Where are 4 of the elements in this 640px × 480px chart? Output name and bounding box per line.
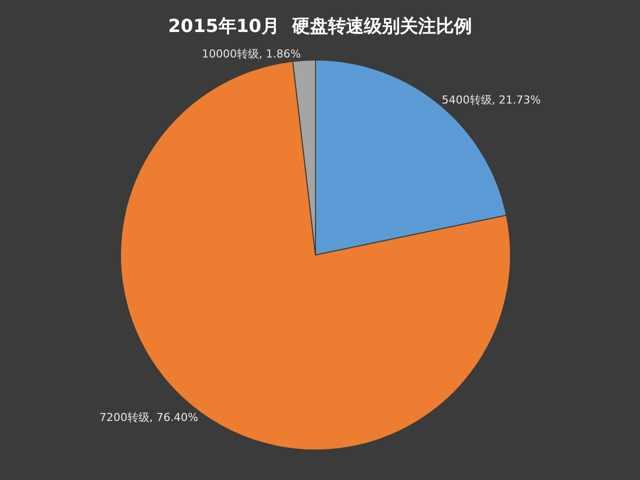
- slice-label: 7200转级, 76.40%: [99, 410, 198, 424]
- slice-label: 10000转级, 1.86%: [202, 47, 301, 60]
- slice-label: 5400转级, 21.73%: [442, 93, 541, 106]
- chart-title: 2015年10月 硬盘转速级别关注比例: [168, 16, 472, 37]
